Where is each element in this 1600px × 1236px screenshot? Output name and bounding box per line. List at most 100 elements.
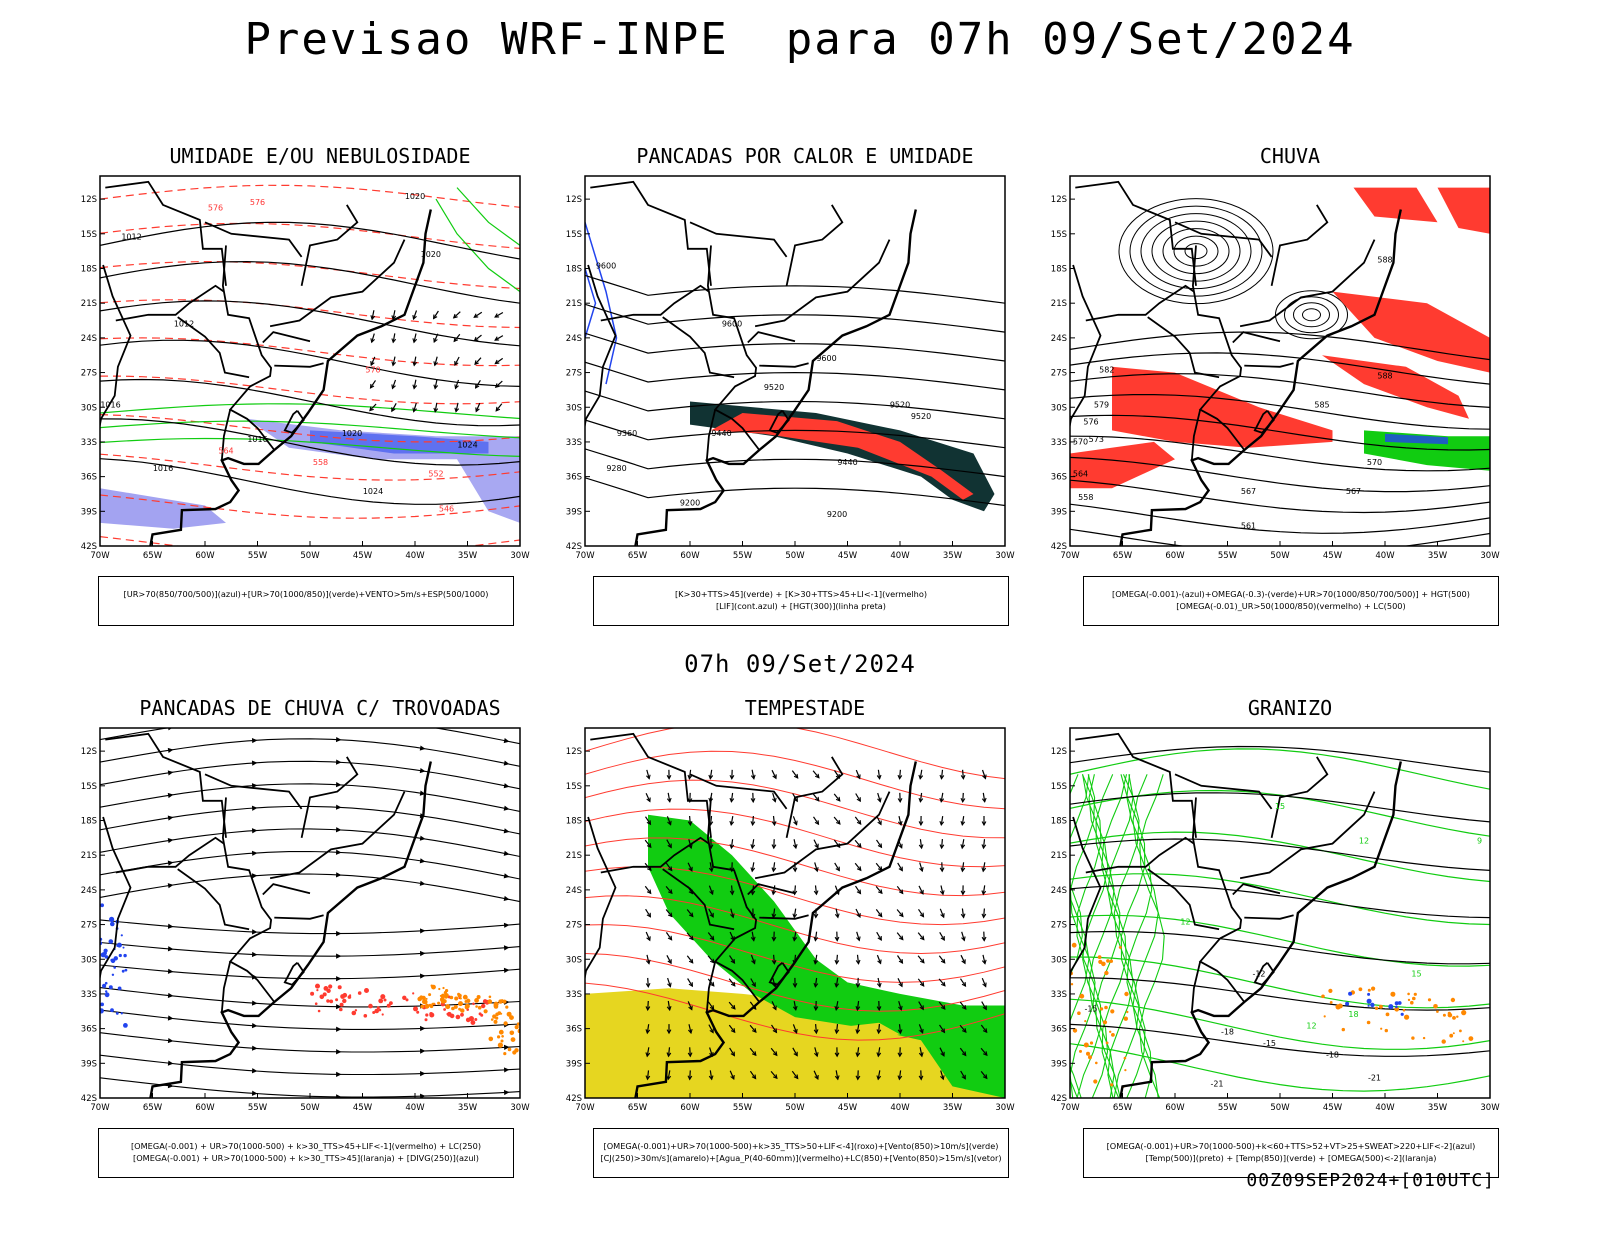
storm-marker (499, 1030, 504, 1035)
omega-marker (1423, 1037, 1425, 1039)
divergence-marker (110, 959, 113, 962)
lat-tick-label: 33S (81, 438, 97, 448)
lon-tick-label: 55W (733, 551, 753, 561)
stream-arrow (336, 737, 342, 742)
lon-tick-label: 60W (195, 551, 215, 561)
lon-tick-label: 35W (1428, 1103, 1448, 1113)
divergence-marker (123, 1023, 128, 1028)
lon-tick-label: 50W (1270, 1103, 1290, 1113)
lon-tick-label: 65W (143, 551, 163, 561)
omega-marker (1442, 1039, 1446, 1043)
contour-label: 546 (439, 504, 454, 513)
contour-label: 1016 (100, 400, 120, 409)
stream-arrow (252, 806, 258, 811)
storm-marker (478, 1006, 482, 1010)
omega-marker (1079, 1050, 1082, 1053)
contour-label: 585 (1314, 400, 1329, 409)
hail-marker (1367, 993, 1370, 996)
divergence-marker (110, 1008, 114, 1012)
hail-marker (1398, 1001, 1402, 1005)
lon-tick-label: 65W (1113, 551, 1133, 561)
stream-arrow (252, 738, 258, 743)
stream-arrow (420, 1071, 425, 1076)
storm-marker (465, 1004, 470, 1009)
divergence-marker (104, 949, 108, 953)
country-border (690, 222, 787, 257)
omega-marker (1412, 997, 1416, 1001)
lat-tick-label: 30S (566, 403, 582, 413)
contour-label: 570 (365, 366, 380, 375)
contour-label: -18 (1326, 1051, 1339, 1060)
storm-marker (508, 1048, 512, 1052)
storm-marker (318, 1010, 321, 1013)
lat-tick-label: 27S (1051, 369, 1067, 379)
lat-tick-label: 39S (566, 1059, 582, 1069)
contour-label: 570 (1073, 437, 1088, 446)
lon-tick-label: 40W (405, 551, 425, 561)
map-plot: 1012101210161016102010201020102410241016… (70, 164, 570, 584)
country-border (755, 792, 889, 879)
storm-marker (324, 986, 329, 991)
map-layer (70, 716, 521, 1122)
omega-marker (1385, 1029, 1388, 1032)
storm-marker (342, 999, 346, 1003)
storm-marker (465, 1000, 468, 1003)
stream-arrow (420, 951, 426, 956)
storm-marker (510, 1031, 515, 1036)
country-border (205, 222, 302, 257)
contour-label: 15 (1275, 802, 1285, 811)
lat-tick-label: 12S (1051, 747, 1067, 757)
stream-arrow (168, 748, 174, 753)
storm-marker (480, 1014, 483, 1017)
storm-marker (338, 985, 342, 989)
lat-tick-label: 12S (566, 195, 582, 205)
temp850-contour (1070, 999, 1490, 1049)
divergence-marker (123, 954, 126, 957)
contour-label: 9520 (890, 400, 910, 409)
omega-marker (1110, 1083, 1113, 1086)
contour-label: 588 (1377, 256, 1392, 265)
lon-tick-label: 55W (248, 1103, 268, 1113)
storm-marker (315, 1002, 318, 1005)
mid-date: 07h 09/Set/2024 (0, 650, 1600, 678)
contour-label: 576 (208, 204, 223, 213)
lon-tick-label: 40W (405, 1103, 425, 1113)
storm-marker (445, 1004, 450, 1009)
lat-tick-label: 27S (1051, 921, 1067, 931)
omega-marker (1411, 1036, 1414, 1039)
stream-arrow (504, 828, 510, 833)
stream-arrow (168, 946, 174, 951)
storm-marker (438, 988, 440, 990)
divergence-marker (100, 1003, 104, 1007)
stream-arrow (504, 761, 510, 766)
omega-marker (1095, 1062, 1098, 1065)
storm-marker (450, 996, 454, 1000)
stream-arrow (420, 836, 426, 841)
storm-marker (484, 1009, 488, 1013)
hail-marker (1401, 1013, 1404, 1016)
contour-label: 576 (250, 198, 265, 207)
contour-label: 15 (1411, 970, 1421, 979)
stream-arrow (252, 1113, 258, 1118)
lon-tick-label: 50W (785, 1103, 805, 1113)
rain-field (1438, 188, 1491, 234)
lon-tick-label: 30W (510, 1103, 530, 1113)
streamline (100, 1010, 520, 1029)
hgt300-contour (585, 333, 1005, 361)
legend-line: [OMEGA(-0.001) + UR>70(1000-500) + k>30_… (99, 1152, 513, 1164)
stream-arrow (420, 768, 426, 773)
contour-label: 12 (1180, 918, 1190, 927)
stream-arrow (504, 1090, 510, 1095)
stream-arrow (504, 923, 510, 928)
storm-marker (429, 1012, 433, 1016)
contour-label: -12 (1252, 970, 1265, 979)
storm-marker (503, 1000, 507, 1004)
map-plot: 9600952096009440952093609280920092009440… (555, 164, 1055, 584)
lat-tick-label: 36S (81, 1025, 97, 1035)
divergence-marker (121, 934, 123, 936)
lon-tick-label: 65W (1113, 1103, 1133, 1113)
stream-arrow (336, 850, 342, 855)
country-border (263, 332, 310, 342)
stream-arrow (252, 1023, 258, 1028)
contour-label: 567 (1346, 487, 1361, 496)
